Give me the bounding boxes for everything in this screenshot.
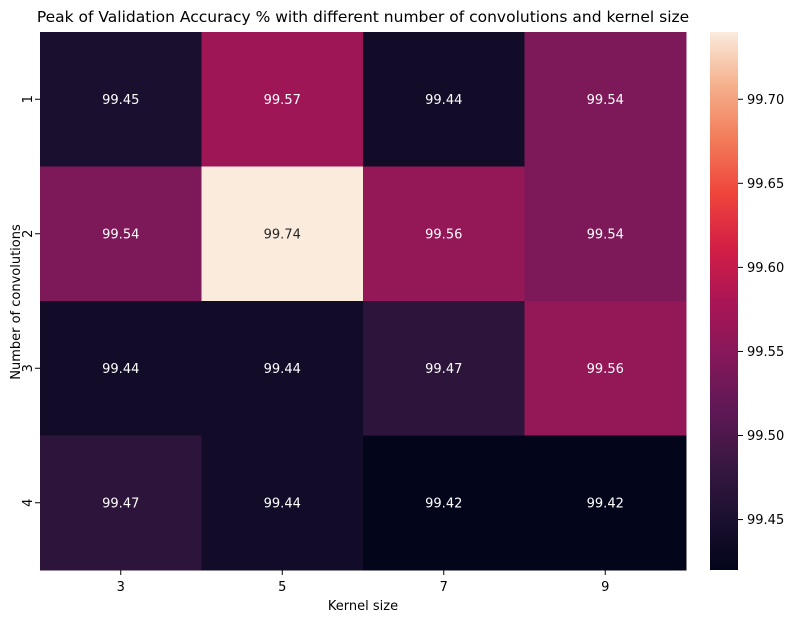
x-axis-ticks: 3 5 7 9 bbox=[117, 570, 609, 595]
cell-annotation: 99.44 bbox=[264, 496, 301, 511]
y-tick-label: 2 bbox=[21, 230, 36, 238]
colorbar-tick-label: 99.45 bbox=[747, 513, 784, 528]
cell-annotation: 99.54 bbox=[587, 227, 624, 242]
x-tick-label: 5 bbox=[278, 580, 286, 595]
cell-annotation: 99.54 bbox=[102, 227, 139, 242]
heatmap-cell bbox=[363, 301, 525, 436]
cell-annotation: 99.47 bbox=[425, 362, 462, 377]
heatmap-cell bbox=[363, 166, 525, 302]
heatmap-cell bbox=[40, 435, 202, 571]
y-tick-label: 4 bbox=[21, 499, 36, 507]
heatmap-cell bbox=[201, 301, 364, 436]
cell-annotation: 99.54 bbox=[587, 93, 624, 108]
cell-annotation: 99.57 bbox=[264, 93, 301, 108]
cell-annotation: 99.44 bbox=[264, 362, 301, 377]
cell-annotation: 99.56 bbox=[587, 362, 624, 377]
x-tick-label: 7 bbox=[440, 580, 448, 595]
heatmap-cell bbox=[40, 32, 202, 167]
heatmap-cell bbox=[201, 166, 364, 302]
colorbar-gradient bbox=[710, 32, 738, 570]
cell-annotation: 99.44 bbox=[425, 93, 462, 108]
colorbar-tick-label: 99.50 bbox=[747, 429, 784, 444]
x-tick-label: 9 bbox=[601, 580, 609, 595]
y-axis-ticks: 1 2 3 4 bbox=[21, 95, 40, 507]
heatmap-cell bbox=[201, 32, 364, 167]
heatmap-cell bbox=[201, 435, 364, 571]
colorbar-tick-label: 99.65 bbox=[747, 177, 784, 192]
y-axis-label: Number of convolutions bbox=[9, 224, 24, 380]
heatmap-cell bbox=[40, 301, 202, 436]
cell-annotation: 99.74 bbox=[264, 227, 301, 242]
cell-annotation: 99.47 bbox=[102, 496, 139, 511]
colorbar-tick-label: 99.60 bbox=[747, 261, 784, 276]
colorbar bbox=[710, 32, 738, 570]
colorbar-ticks: 99.45 99.50 99.55 99.60 99.65 99.70 bbox=[738, 93, 784, 528]
cell-annotation: 99.44 bbox=[102, 362, 139, 377]
cell-annotation: 99.42 bbox=[587, 496, 624, 511]
cell-annotation: 99.56 bbox=[425, 227, 462, 242]
cell-annotation: 99.45 bbox=[102, 93, 139, 108]
heatmap-cell bbox=[40, 166, 202, 302]
heatmap-cell bbox=[524, 166, 687, 302]
heatmap-cell bbox=[524, 32, 687, 167]
y-tick-label: 3 bbox=[21, 364, 36, 372]
colorbar-tick-label: 99.55 bbox=[747, 345, 784, 360]
heatmap-cell bbox=[524, 435, 687, 571]
colorbar-tick-label: 99.70 bbox=[747, 93, 784, 108]
cell-annotation: 99.42 bbox=[425, 496, 462, 511]
x-tick-label: 3 bbox=[117, 580, 125, 595]
heatmap-cell bbox=[524, 301, 687, 436]
x-axis-label: Kernel size bbox=[328, 599, 398, 614]
heatmap-cells: 99.45 99.57 99.44 99.54 99.54 99.74 99.56 99.54… bbox=[40, 32, 687, 571]
heatmap-cell bbox=[363, 435, 525, 571]
chart-title: Peak of Validation Accuracy % with diffe… bbox=[37, 8, 689, 26]
y-tick-label: 1 bbox=[21, 95, 36, 103]
heatmap-cell bbox=[363, 32, 525, 167]
